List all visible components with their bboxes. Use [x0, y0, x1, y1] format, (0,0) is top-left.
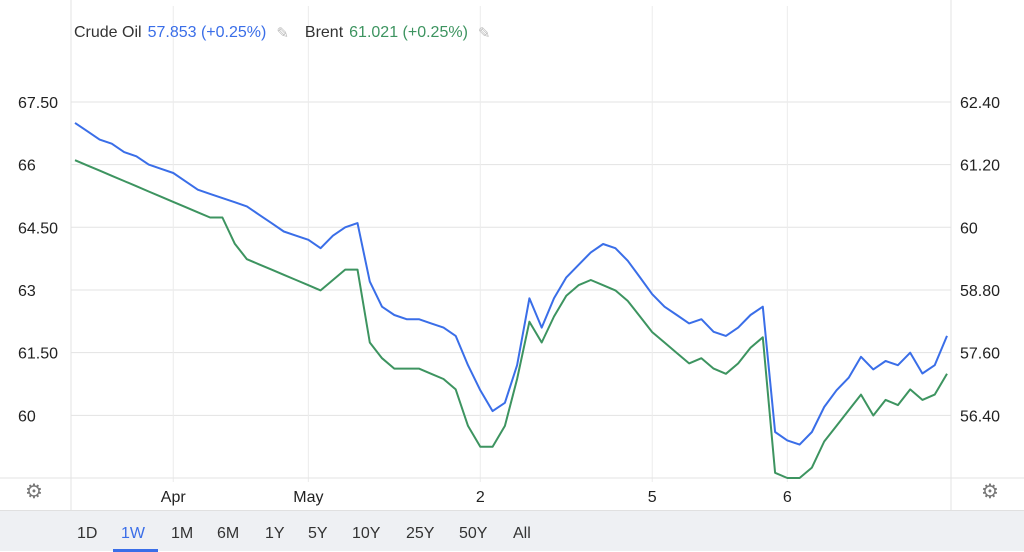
left-tick-label: 66 — [18, 158, 36, 175]
range-1d-button[interactable]: 1D — [77, 525, 98, 542]
x-tick-label: Apr — [161, 489, 187, 506]
range-all-button[interactable]: All — [513, 525, 531, 542]
x-tick-label: 5 — [648, 489, 657, 506]
axes: 67.50 62.40 66 61.20 64.50 60 63 58.80 61.50 57.6… — [18, 95, 1000, 506]
range-10y-button[interactable]: 10Y — [352, 525, 381, 542]
range-1w-button[interactable]: 1W — [121, 525, 145, 542]
left-tick-label: 64.50 — [18, 220, 58, 237]
right-tick-label: 57.60 — [960, 346, 1000, 363]
right-tick-label: 61.20 — [960, 158, 1000, 175]
right-tick-label: 60 — [960, 220, 978, 237]
left-tick-label: 60 — [18, 408, 36, 425]
right-tick-label: 58.80 — [960, 283, 1000, 300]
range-50y-button[interactable]: 50Y — [459, 525, 488, 542]
range-1m-button[interactable]: 1M — [171, 525, 194, 542]
grid-lines — [0, 0, 1024, 510]
x-tick-label: May — [293, 489, 323, 506]
pencil-icon[interactable]: ✎ — [276, 25, 289, 42]
legend-crude-name: Crude Oil — [74, 24, 142, 41]
range-5y-button[interactable]: 5Y — [308, 525, 328, 542]
range-1y-button[interactable]: 1Y — [265, 525, 285, 542]
left-tick-label: 63 — [18, 283, 36, 300]
x-tick-label: 2 — [476, 489, 485, 506]
legend-crude-value: 57.853 (+0.25%) — [147, 24, 267, 41]
gear-icon[interactable]: ⚙ — [981, 481, 999, 503]
pencil-icon[interactable]: ✎ — [477, 25, 491, 42]
right-tick-label: 62.40 — [960, 95, 1000, 112]
series-lines — [74, 122, 948, 479]
left-tick-label: 67.50 — [18, 95, 58, 112]
chart-legend: Crude Oil 57.853 (+0.25%) ✎ Brent 61.021… — [74, 24, 506, 42]
brent-line — [74, 159, 948, 479]
gear-icon[interactable]: ⚙ — [25, 481, 43, 503]
x-tick-label: 6 — [783, 489, 792, 506]
range-6m-button[interactable]: 6M — [217, 525, 240, 542]
legend-brent-value: 61.021 (+0.25%) — [349, 24, 468, 41]
legend-brent-name: Brent — [304, 24, 344, 41]
range-selector: 1D 1W 1M 6M 1Y 5Y 10Y 25Y 50Y All — [0, 510, 1024, 552]
left-tick-label: 61.50 — [18, 346, 58, 363]
range-25y-button[interactable]: 25Y — [406, 525, 435, 542]
crude-oil-line — [74, 122, 948, 446]
right-tick-label: 56.40 — [960, 408, 1000, 425]
chart-area: 67.50 62.40 66 61.20 64.50 60 63 58.80 61.50 57.6… — [0, 0, 1024, 510]
